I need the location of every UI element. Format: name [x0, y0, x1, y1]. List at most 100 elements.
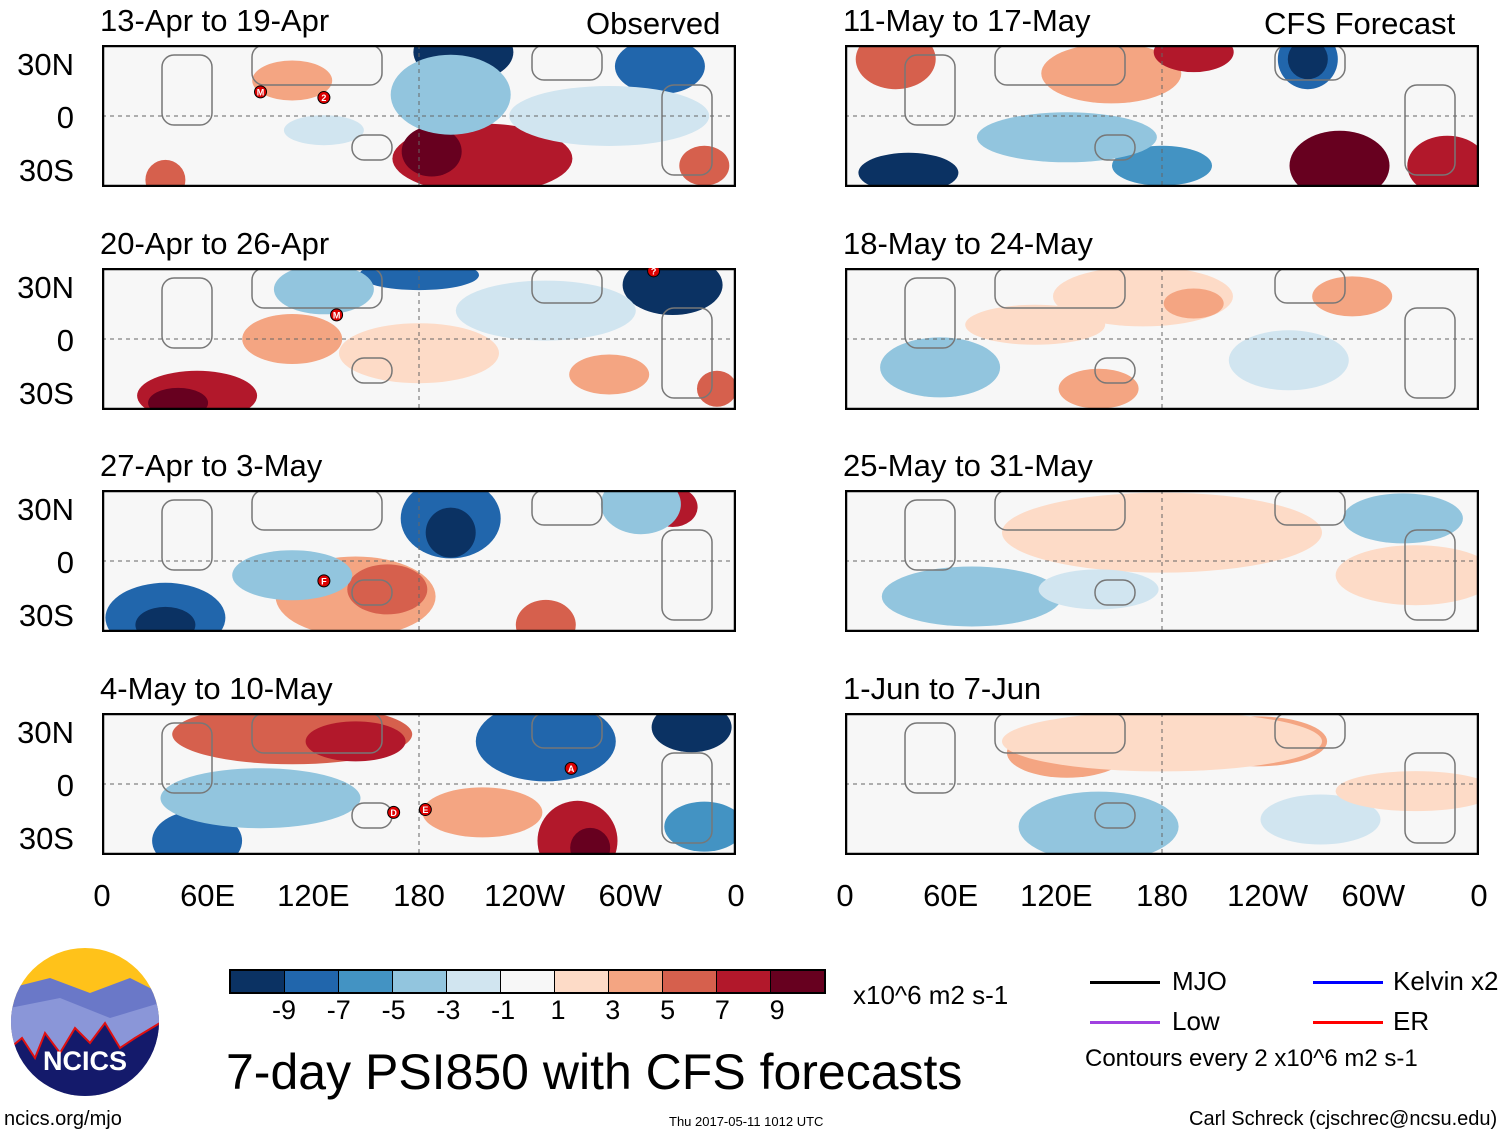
coastline: [1274, 490, 1346, 526]
svg-text:A: A: [568, 764, 575, 774]
anomaly-region: [160, 768, 361, 829]
coastline: [251, 713, 383, 754]
anomaly-region: [390, 54, 511, 135]
forecast-map-panel: [845, 490, 1479, 632]
latitude-label: 0: [56, 768, 74, 803]
colorbar-tick-label: 1: [550, 995, 566, 1025]
coastline: [1094, 357, 1136, 384]
longitude-label: 180: [393, 878, 445, 913]
coastline: [1404, 752, 1456, 844]
anomaly-region: [855, 45, 936, 90]
coastline: [994, 490, 1126, 531]
legend-mjo: MJO: [1172, 966, 1227, 996]
colorbar-tick-label: 7: [714, 995, 730, 1025]
colorbar-tick-label: -9: [271, 995, 297, 1025]
coastline: [1094, 579, 1136, 606]
storm-marker: D: [387, 805, 401, 819]
anomaly-region: [1002, 713, 1322, 772]
anomaly-region: [614, 45, 705, 95]
panel-title: 20-Apr to 26-Apr: [100, 226, 330, 261]
anomaly-region: [664, 801, 736, 852]
coastline: [904, 722, 956, 794]
coastline: [161, 722, 213, 794]
colorbar-swatch: [285, 971, 339, 992]
figure-title: 7-day PSI850 with CFS forecasts: [226, 1044, 963, 1100]
anomaly-region: [283, 115, 364, 146]
coastline: [994, 713, 1126, 754]
legend-kelvin: Kelvin x2: [1393, 966, 1499, 996]
storm-marker: ?: [647, 268, 661, 278]
anomaly-region: [1228, 330, 1349, 391]
er-line-swatch: [1313, 1021, 1383, 1024]
coastline: [994, 45, 1126, 86]
anomaly-region: [880, 337, 1001, 398]
longitude-label: 60W: [598, 878, 663, 913]
anomaly-region: [1289, 130, 1390, 187]
longitude-label: 60W: [1341, 878, 1406, 913]
coastline: [1404, 529, 1456, 621]
coastline: [904, 499, 956, 571]
colorbar-swatch: [663, 971, 717, 992]
anomaly-region: [1041, 45, 1182, 104]
anomaly-region: [600, 490, 681, 535]
storm-marker: F: [317, 574, 331, 588]
panel-title: 25-May to 31-May: [843, 448, 1093, 483]
longitude-label: 0: [836, 878, 854, 913]
colorbar-swatch: [555, 971, 609, 992]
panel-title: 11-May to 17-May: [843, 3, 1091, 38]
observed-map-panel: F: [102, 490, 736, 632]
latitude-label: 30S: [18, 376, 74, 411]
anomaly-region: [232, 550, 353, 601]
svg-text:F: F: [321, 576, 327, 586]
coastline: [531, 45, 603, 81]
longitude-label: 120E: [1020, 878, 1093, 913]
anomaly-region: [145, 159, 186, 187]
latitude-label: 30N: [17, 715, 74, 750]
anomaly-region: [1312, 276, 1393, 317]
footer-url[interactable]: ncics.org/mjo: [4, 1108, 122, 1130]
longitude-label: 180: [1136, 878, 1188, 913]
colorbar-tick-label: 5: [660, 995, 676, 1025]
longitude-label: 60E: [923, 878, 979, 913]
coastline: [661, 529, 713, 621]
latitude-label: 30S: [18, 153, 74, 188]
anomaly-region: [305, 721, 406, 762]
svg-text:M: M: [333, 310, 341, 320]
storm-marker: M: [330, 308, 344, 322]
anomaly-region: [1018, 791, 1179, 855]
coastline: [161, 277, 213, 349]
coastline: [161, 54, 213, 126]
observed-header: Observed: [586, 6, 721, 41]
svg-text:M: M: [257, 87, 265, 97]
anomaly-region: [858, 152, 959, 187]
anomaly-region: [475, 713, 616, 782]
coastline: [661, 307, 713, 399]
anomaly-region: [242, 314, 343, 364]
panel-title: 13-Apr to 19-Apr: [100, 3, 330, 38]
storm-marker: M: [254, 85, 267, 99]
coastline: [1094, 802, 1136, 829]
anomaly-region: [422, 787, 543, 838]
anomaly-region: [1260, 794, 1381, 845]
longitude-label: 60E: [180, 878, 236, 913]
longitude-label: 0: [1470, 878, 1488, 913]
coastline: [161, 499, 213, 571]
anomaly-region: [1153, 45, 1234, 73]
forecast-header: CFS Forecast: [1264, 6, 1456, 41]
coastline: [1274, 713, 1346, 749]
svg-text:D: D: [390, 808, 397, 818]
colorbar-tick-label: 9: [769, 995, 785, 1025]
anomaly-region: [1163, 288, 1224, 319]
anomaly-region: [696, 370, 736, 407]
ncics-logo: NCICS: [11, 948, 159, 1096]
coastline: [1274, 45, 1346, 81]
anomaly-region: [135, 606, 196, 632]
storm-marker: A: [564, 761, 578, 775]
anomaly-region: [651, 713, 732, 753]
latitude-label: 0: [56, 545, 74, 580]
anomaly-region: [425, 507, 476, 558]
coastline: [351, 357, 393, 384]
forecast-map-panel: [845, 713, 1479, 855]
anomaly-region: [455, 280, 636, 341]
longitude-label: 0: [93, 878, 111, 913]
